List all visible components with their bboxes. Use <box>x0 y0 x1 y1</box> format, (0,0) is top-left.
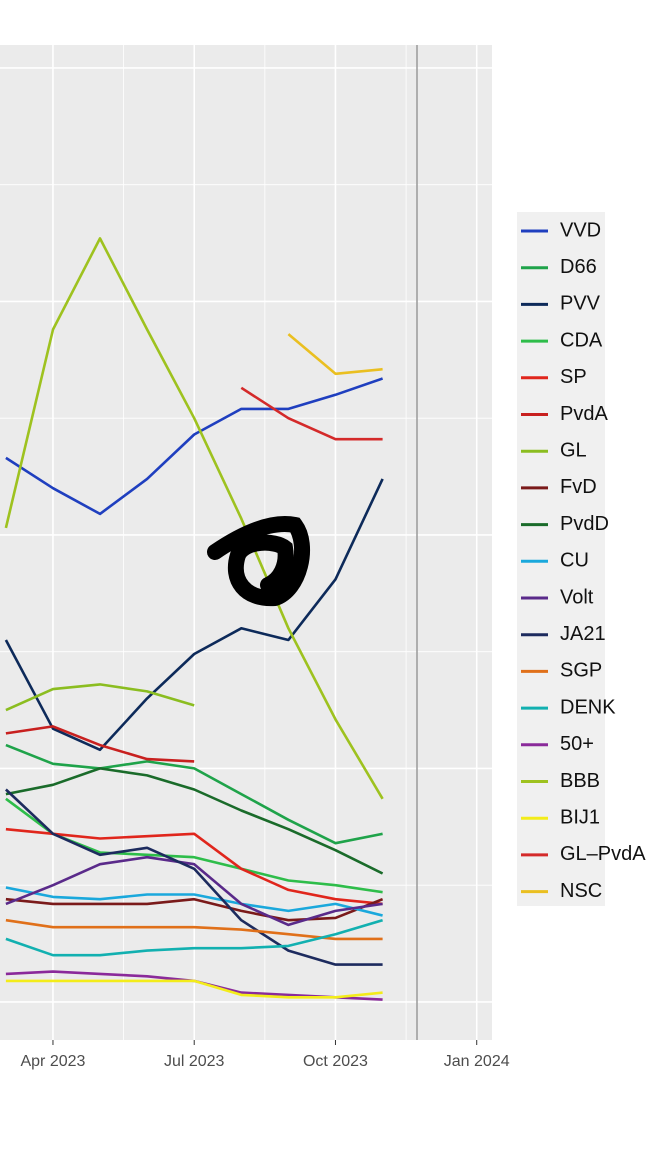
series-line <box>5 377 384 516</box>
series-line <box>5 683 195 712</box>
legend-label: VVD <box>560 219 601 241</box>
series-line <box>5 897 384 922</box>
legend-label: CDA <box>560 329 603 351</box>
series-line <box>5 725 195 763</box>
series-line <box>4 237 384 800</box>
series-line <box>4 478 384 752</box>
legend-label: DENK <box>560 696 616 718</box>
series-line <box>5 979 383 999</box>
legend-label: GL <box>560 439 587 461</box>
series-line <box>287 333 383 376</box>
x-axis: Apr 2023 Jul 2023 Oct 2023 Jan 2024 <box>20 1040 510 1070</box>
legend-label: D66 <box>560 256 597 278</box>
series-line <box>240 386 383 441</box>
legend-label: BIJ1 <box>560 806 600 828</box>
series-line <box>5 827 383 906</box>
x-tick-label: Apr 2023 <box>20 1053 85 1070</box>
x-tick-label: Jan 2024 <box>444 1053 510 1070</box>
legend-label: PvdD <box>560 513 609 535</box>
legend-background <box>517 212 605 906</box>
legend-label: BBB <box>560 770 600 792</box>
legend-label: NSC <box>560 880 602 902</box>
legend-label: SGP <box>560 660 602 682</box>
series-line <box>5 918 383 957</box>
legend-label: FvD <box>560 476 597 498</box>
x-tick-label: Oct 2023 <box>303 1053 368 1070</box>
series-line <box>5 743 383 845</box>
legend-label: 50+ <box>560 733 594 755</box>
legend-label: PvdA <box>560 403 608 425</box>
x-tick-label: Jul 2023 <box>164 1053 225 1070</box>
series-line <box>5 855 383 927</box>
legend-label: Volt <box>560 586 594 608</box>
legend-label: CU <box>560 550 589 572</box>
legend-label: PVV <box>560 293 601 315</box>
series-line <box>5 886 383 917</box>
legend: VVD D66 PVV CDA SP PvdA GL FvD PvdD CU Volt JA21 SGP… <box>521 219 646 902</box>
series-line <box>5 788 383 966</box>
series-line <box>5 767 384 875</box>
scribble <box>207 516 311 607</box>
legend-label: SP <box>560 366 587 388</box>
legend-label: JA21 <box>560 623 606 645</box>
legend-label: GL–PvdA <box>560 843 646 865</box>
lines <box>4 237 384 1001</box>
